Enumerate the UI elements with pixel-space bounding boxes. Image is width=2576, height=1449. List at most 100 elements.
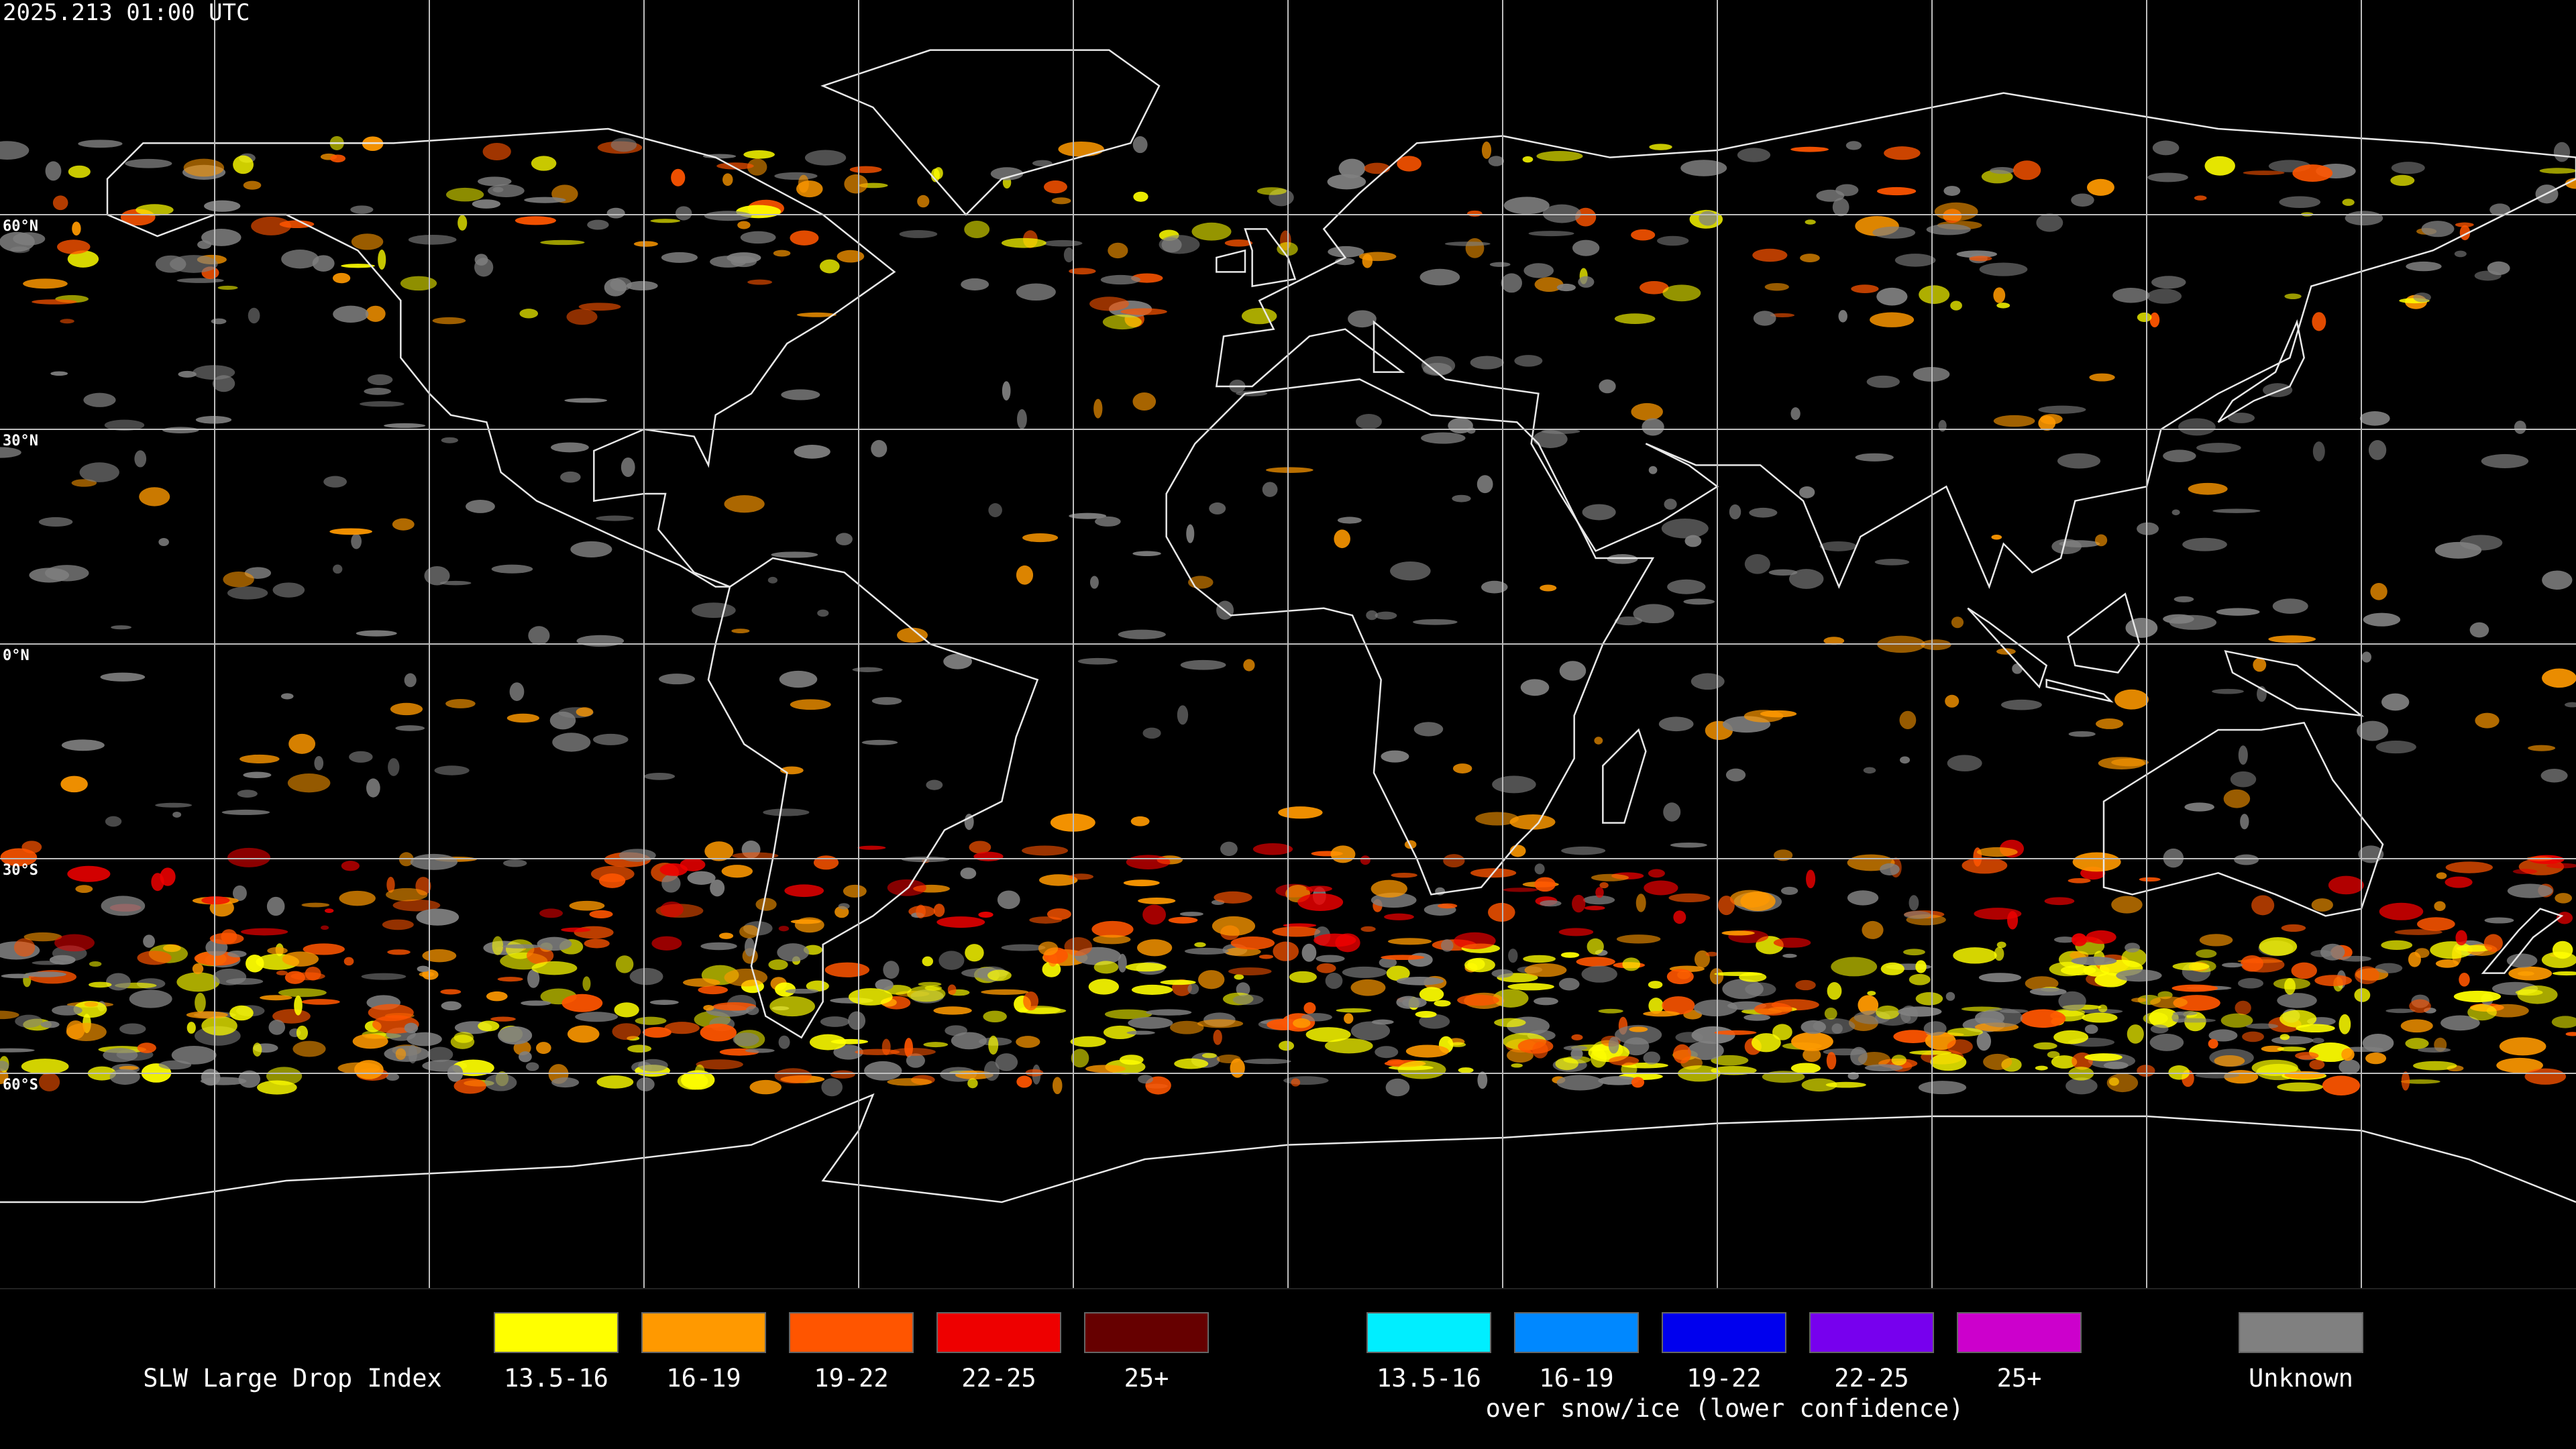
cloud-patch bbox=[1278, 806, 1323, 819]
cloud-patch bbox=[1752, 248, 1788, 262]
legend-swatch bbox=[1366, 1312, 1491, 1353]
cloud-patch bbox=[227, 951, 247, 958]
cloud-patch bbox=[1017, 409, 1027, 429]
cloud-patch bbox=[1855, 453, 1894, 462]
cloud-patch bbox=[570, 541, 612, 557]
legend-label: 22-25 bbox=[961, 1364, 1036, 1393]
cloud-patch bbox=[227, 586, 268, 600]
cloud-patch bbox=[2012, 663, 2023, 674]
cloud-patch bbox=[2361, 651, 2372, 663]
cloud-patch bbox=[671, 168, 686, 186]
cloud-patch bbox=[692, 602, 736, 619]
cloud-patch bbox=[1095, 516, 1121, 527]
cloud-patch bbox=[503, 859, 527, 867]
cloud-patch bbox=[137, 951, 172, 965]
cloud-patch bbox=[2379, 902, 2424, 920]
cloud-patch bbox=[2413, 1061, 2457, 1071]
cloud-patch bbox=[1016, 565, 1034, 585]
cloud-patch bbox=[2125, 943, 2141, 953]
cloud-patch bbox=[1330, 845, 1356, 863]
cloud-patch bbox=[881, 1038, 891, 1055]
cloud-patch bbox=[2457, 945, 2493, 952]
cloud-patch bbox=[848, 988, 893, 1006]
cloud-patch bbox=[392, 518, 415, 531]
cloud-patch bbox=[848, 1011, 866, 1030]
cloud-patch bbox=[2455, 222, 2474, 227]
cloud-patch bbox=[1522, 156, 1534, 163]
cloud-patch bbox=[527, 947, 554, 965]
cloud-patch bbox=[2137, 1065, 2155, 1077]
cloud-patch bbox=[659, 674, 695, 685]
cloud-patch bbox=[408, 1044, 417, 1064]
cloud-patch bbox=[1858, 995, 1879, 1016]
cloud-patch bbox=[1142, 904, 1166, 925]
cloud-patch bbox=[700, 1023, 737, 1042]
cloud-patch bbox=[279, 220, 315, 229]
cloud-patch bbox=[38, 517, 73, 527]
cloud-patch bbox=[2125, 618, 2158, 638]
cloud-patch bbox=[696, 1059, 743, 1070]
cloud-patch bbox=[1648, 869, 1665, 878]
cloud-patch bbox=[745, 1048, 775, 1053]
cloud-patch bbox=[2354, 987, 2371, 1002]
cloud-patch bbox=[983, 1010, 1007, 1022]
cloud-patch bbox=[2542, 668, 2576, 688]
cloud-patch bbox=[1789, 569, 1824, 589]
cloud-patch bbox=[1214, 891, 1252, 904]
cloud-patch bbox=[1891, 1055, 1907, 1066]
cloud-patch bbox=[2394, 929, 2443, 935]
cloud-patch bbox=[477, 176, 512, 186]
cloud-patch bbox=[1572, 239, 1600, 256]
cloud-patch bbox=[1534, 863, 1545, 875]
cloud-patch bbox=[1228, 967, 1272, 975]
cloud-patch bbox=[1103, 1025, 1137, 1039]
cloud-patch bbox=[2227, 413, 2255, 423]
cloud-patch bbox=[2033, 1042, 2057, 1050]
cloud-patch bbox=[0, 1068, 9, 1085]
cloud-patch bbox=[388, 758, 400, 776]
cloud-patch bbox=[84, 1002, 99, 1007]
cloud-patch bbox=[638, 1059, 668, 1072]
cloud-patch bbox=[951, 1032, 987, 1050]
cloud-patch bbox=[578, 303, 621, 311]
cloud-patch bbox=[1069, 513, 1107, 519]
cloud-patch bbox=[1501, 273, 1522, 293]
cloud-patch bbox=[569, 900, 605, 911]
cloud-patch bbox=[1866, 375, 1900, 388]
cloud-patch bbox=[49, 955, 76, 965]
cloud-patch bbox=[2114, 689, 2149, 710]
cloud-patch bbox=[710, 879, 725, 897]
cloud-patch bbox=[341, 264, 375, 268]
cloud-patch bbox=[2496, 1057, 2543, 1073]
cloud-patch bbox=[947, 984, 957, 996]
cloud-patch bbox=[1390, 561, 1431, 581]
cloud-patch bbox=[1386, 965, 1410, 981]
cloud-patch bbox=[1799, 486, 1815, 498]
cloud-patch bbox=[525, 1062, 539, 1071]
cloud-patch bbox=[2363, 612, 2401, 627]
cloud-patch bbox=[930, 168, 940, 182]
cloud-patch bbox=[838, 903, 850, 910]
cloud-patch bbox=[2342, 199, 2355, 206]
cloud-patch bbox=[312, 255, 335, 272]
cloud-patch bbox=[768, 959, 788, 970]
cloud-patch bbox=[1556, 1075, 1604, 1091]
cloud-patch bbox=[584, 938, 610, 949]
cloud-patch bbox=[1517, 1038, 1554, 1054]
cloud-patch bbox=[590, 865, 635, 882]
cloud-patch bbox=[1161, 237, 1182, 253]
cloud-patch bbox=[2528, 745, 2556, 751]
cloud-patch bbox=[564, 398, 608, 403]
cloud-patch bbox=[352, 1034, 388, 1049]
cloud-patch bbox=[1909, 973, 1931, 985]
cloud-patch bbox=[1283, 923, 1317, 928]
cloud-patch bbox=[384, 423, 426, 429]
cloud-patch bbox=[301, 902, 330, 908]
cloud-patch bbox=[1558, 928, 1594, 936]
cloud-patch bbox=[650, 219, 681, 223]
cloud-patch bbox=[1993, 415, 2035, 427]
cloud-patch bbox=[445, 187, 484, 202]
cloud-patch bbox=[178, 370, 197, 378]
cloud-patch bbox=[1230, 936, 1275, 950]
